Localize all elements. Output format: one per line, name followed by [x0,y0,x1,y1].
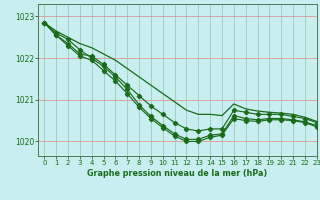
X-axis label: Graphe pression niveau de la mer (hPa): Graphe pression niveau de la mer (hPa) [87,169,268,178]
